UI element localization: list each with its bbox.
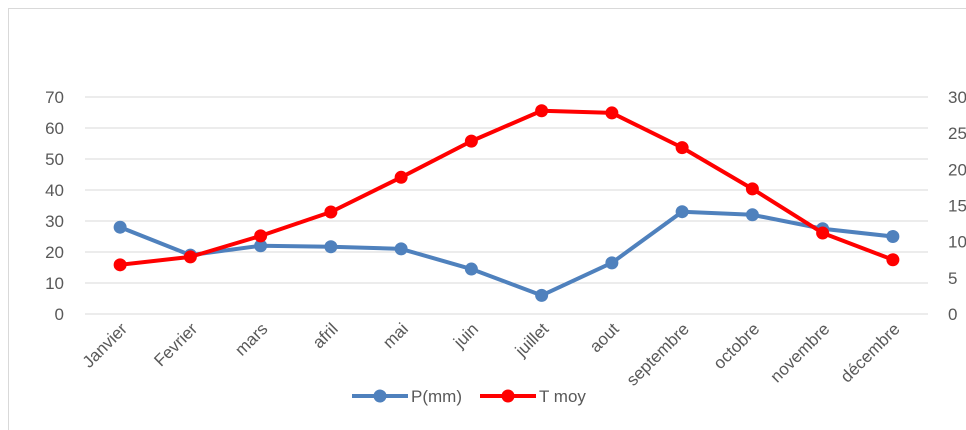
y2-tick-label: 20: [948, 160, 966, 179]
y-tick-label: 60: [45, 119, 64, 138]
data-point: [113, 220, 127, 234]
chart-border: [8, 8, 966, 430]
x-tick-label: novembre: [767, 319, 834, 386]
data-point: [464, 262, 478, 276]
x-tick-label: Fevrier: [150, 319, 201, 370]
legend-label: T moy: [539, 387, 586, 406]
data-point: [183, 250, 197, 264]
data-point: [324, 240, 338, 254]
x-tick-label: aout: [586, 319, 623, 356]
data-point: [394, 170, 408, 184]
series-line: [119, 209, 894, 298]
data-point: [745, 208, 759, 222]
y-tick-label: 30: [45, 212, 64, 231]
data-point: [745, 182, 759, 196]
data-point: [886, 230, 900, 243]
x-tick-label: octobre: [710, 319, 764, 373]
y-tick-label: 50: [45, 150, 64, 169]
x-tick-label: Janvier: [79, 319, 131, 371]
data-point: [816, 226, 830, 240]
y2-tick-label: 10: [948, 233, 966, 252]
y-tick-label: 0: [55, 305, 64, 324]
data-point: [675, 141, 689, 155]
data-point: [675, 205, 689, 219]
x-tick-label: mars: [231, 319, 271, 359]
data-point: [394, 242, 408, 256]
y2-tick-label: 30: [948, 88, 966, 107]
y-tick-label: 10: [45, 274, 64, 293]
data-point: [886, 253, 900, 267]
y-tick-label: 20: [45, 243, 64, 262]
y-tick-label: 40: [45, 181, 64, 200]
x-tick-label: mai: [379, 319, 412, 352]
data-point: [535, 104, 549, 118]
x-tick-label: juillet: [511, 319, 553, 361]
legend-marker: [373, 389, 387, 403]
x-tick-label: juin: [449, 319, 482, 352]
x-tick-label: septembre: [623, 319, 693, 389]
data-point: [605, 256, 619, 270]
legend-label: P(mm): [411, 387, 462, 406]
data-point: [535, 288, 549, 302]
x-tick-label: afril: [309, 319, 342, 352]
y2-tick-label: 0: [948, 305, 957, 324]
legend-marker: [501, 389, 515, 403]
y2-tick-label: 5: [948, 269, 957, 288]
data-point: [254, 229, 268, 243]
y2-tick-label: 15: [948, 197, 966, 216]
data-point: [113, 258, 127, 272]
data-point: [464, 134, 478, 148]
data-point: [254, 239, 268, 253]
x-tick-label: décembre: [837, 319, 904, 386]
data-point: [605, 106, 619, 120]
data-point: [324, 205, 338, 219]
y-tick-label: 70: [45, 88, 64, 107]
y2-tick-label: 25: [948, 124, 966, 143]
series-line: [119, 108, 894, 267]
